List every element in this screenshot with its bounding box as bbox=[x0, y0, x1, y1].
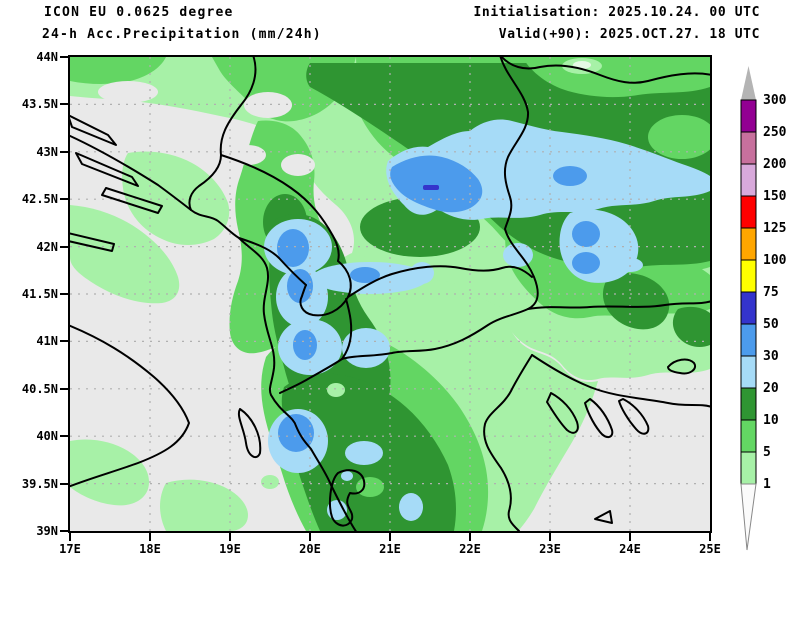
legend-color-box bbox=[740, 355, 757, 389]
lat-tick bbox=[60, 530, 68, 532]
lon-tick bbox=[469, 533, 471, 541]
lat-tick bbox=[60, 103, 68, 106]
legend-threshold-label: 125 bbox=[763, 221, 786, 236]
legend-threshold-label: 30 bbox=[763, 349, 779, 364]
legend-threshold-label: 200 bbox=[763, 157, 787, 172]
legend-color-box bbox=[740, 387, 757, 421]
lat-tick bbox=[60, 245, 68, 248]
lon-tick-label: 25E bbox=[699, 542, 721, 556]
lon-tick bbox=[69, 533, 71, 541]
lat-tick-label: 39N bbox=[36, 524, 58, 538]
corfu-island bbox=[237, 408, 262, 459]
lon-tick bbox=[389, 533, 391, 541]
legend-threshold-label: 75 bbox=[763, 285, 779, 300]
lon-tick-label: 22E bbox=[459, 542, 481, 556]
lat-tick-label: 43N bbox=[36, 144, 58, 159]
border-kosovo bbox=[299, 260, 352, 317]
lon-tick-label: 18E bbox=[139, 542, 161, 556]
north-aegean-coast bbox=[531, 354, 710, 408]
legend-color-box bbox=[740, 227, 757, 261]
lon-tick-label: 17E bbox=[59, 542, 81, 556]
lat-tick-label: 42.5N bbox=[21, 192, 58, 207]
lon-tick-label: 23E bbox=[539, 542, 561, 556]
precipitation-legend: 300 250 200 150 125 100 75 50 30 20 10 5 1 bbox=[740, 66, 787, 551]
lat-tick-label: 42N bbox=[36, 239, 58, 254]
lat-tick bbox=[60, 435, 68, 438]
initialisation-time: Initialisation: 2025.10.24. 00 UTC bbox=[473, 5, 760, 20]
vlore-lagoon bbox=[329, 469, 366, 527]
valid-time: Valid(+90): 2025.OCT.27. 18 UTC bbox=[498, 27, 760, 42]
lat-tick bbox=[60, 387, 68, 390]
lon-tick bbox=[229, 533, 231, 541]
legend-threshold-label: 10 bbox=[763, 413, 779, 428]
lat-tick bbox=[60, 482, 68, 485]
italy-coastline bbox=[70, 324, 190, 488]
legend-color-box bbox=[740, 259, 757, 293]
aegean-coastline bbox=[483, 354, 533, 531]
legend-threshold-label: 1 bbox=[763, 477, 771, 492]
lon-tick bbox=[629, 533, 631, 541]
legend-color-box bbox=[740, 131, 757, 165]
lat-tick-label: 44N bbox=[36, 50, 58, 64]
legend-over-max-triangle bbox=[741, 66, 756, 100]
border-albania-macedonia bbox=[341, 298, 353, 360]
legend-color-box bbox=[740, 291, 757, 325]
border-montenegro-albania bbox=[238, 237, 307, 286]
border-macedonia-north bbox=[347, 265, 533, 298]
chalkidiki-fingers bbox=[546, 392, 650, 438]
lat-tick-label: 39.5N bbox=[21, 476, 58, 491]
legend-threshold-label: 50 bbox=[763, 317, 779, 332]
lat-tick-label: 41N bbox=[36, 334, 58, 349]
lat-tick-label: 40.5N bbox=[21, 381, 58, 396]
graticule-gridlines bbox=[70, 57, 710, 531]
legend-threshold-label: 20 bbox=[763, 381, 779, 396]
legend-threshold-label: 300 bbox=[763, 93, 787, 108]
lat-tick bbox=[60, 56, 68, 58]
lon-tick-label: 24E bbox=[619, 542, 641, 556]
legend-color-box bbox=[740, 419, 757, 453]
lon-tick bbox=[709, 533, 711, 541]
precipitation-field bbox=[70, 57, 710, 531]
legend-threshold-label: 5 bbox=[763, 445, 771, 460]
lat-tick bbox=[60, 340, 68, 343]
lat-tick bbox=[60, 150, 68, 153]
lat-tick bbox=[60, 293, 68, 295]
lon-tick bbox=[149, 533, 151, 541]
border-greece-bulgaria-east bbox=[527, 300, 710, 310]
legend-threshold-label: 150 bbox=[763, 189, 787, 204]
kavala-island bbox=[667, 358, 696, 375]
lat-tick-label: 41.5N bbox=[21, 287, 58, 301]
border-albania-greece bbox=[279, 358, 343, 394]
small-island bbox=[594, 510, 613, 524]
lon-tick-label: 19E bbox=[219, 542, 241, 556]
coastlines-and-borders bbox=[70, 57, 710, 531]
lat-tick bbox=[60, 198, 68, 201]
model-title: ICON EU 0.0625 degree bbox=[44, 5, 234, 20]
legend-color-box bbox=[740, 163, 757, 197]
lon-tick-label: 20E bbox=[299, 542, 321, 556]
map-frame bbox=[68, 55, 712, 533]
border-danube bbox=[500, 57, 710, 84]
product-title: 24-h Acc.Precipitation (mm/24h) bbox=[42, 27, 322, 42]
legend-color-box bbox=[740, 195, 757, 229]
lon-tick-label: 21E bbox=[379, 542, 401, 556]
lon-tick bbox=[309, 533, 311, 541]
legend-under-min-triangle bbox=[740, 483, 757, 551]
lat-tick-label: 43.5N bbox=[21, 97, 58, 112]
border-bosnia-serbia bbox=[220, 154, 340, 262]
legend-threshold-label: 250 bbox=[763, 125, 787, 140]
legend-color-box bbox=[740, 451, 757, 485]
croatian-islands bbox=[70, 114, 163, 252]
border-serbia-bulgaria-greece bbox=[341, 57, 539, 360]
lat-tick-label: 40N bbox=[36, 429, 58, 444]
legend-color-box bbox=[740, 99, 757, 133]
legend-color-box bbox=[740, 323, 757, 357]
legend-threshold-label: 100 bbox=[763, 253, 787, 268]
adriatic-coastline bbox=[70, 134, 357, 531]
lon-tick bbox=[549, 533, 551, 541]
